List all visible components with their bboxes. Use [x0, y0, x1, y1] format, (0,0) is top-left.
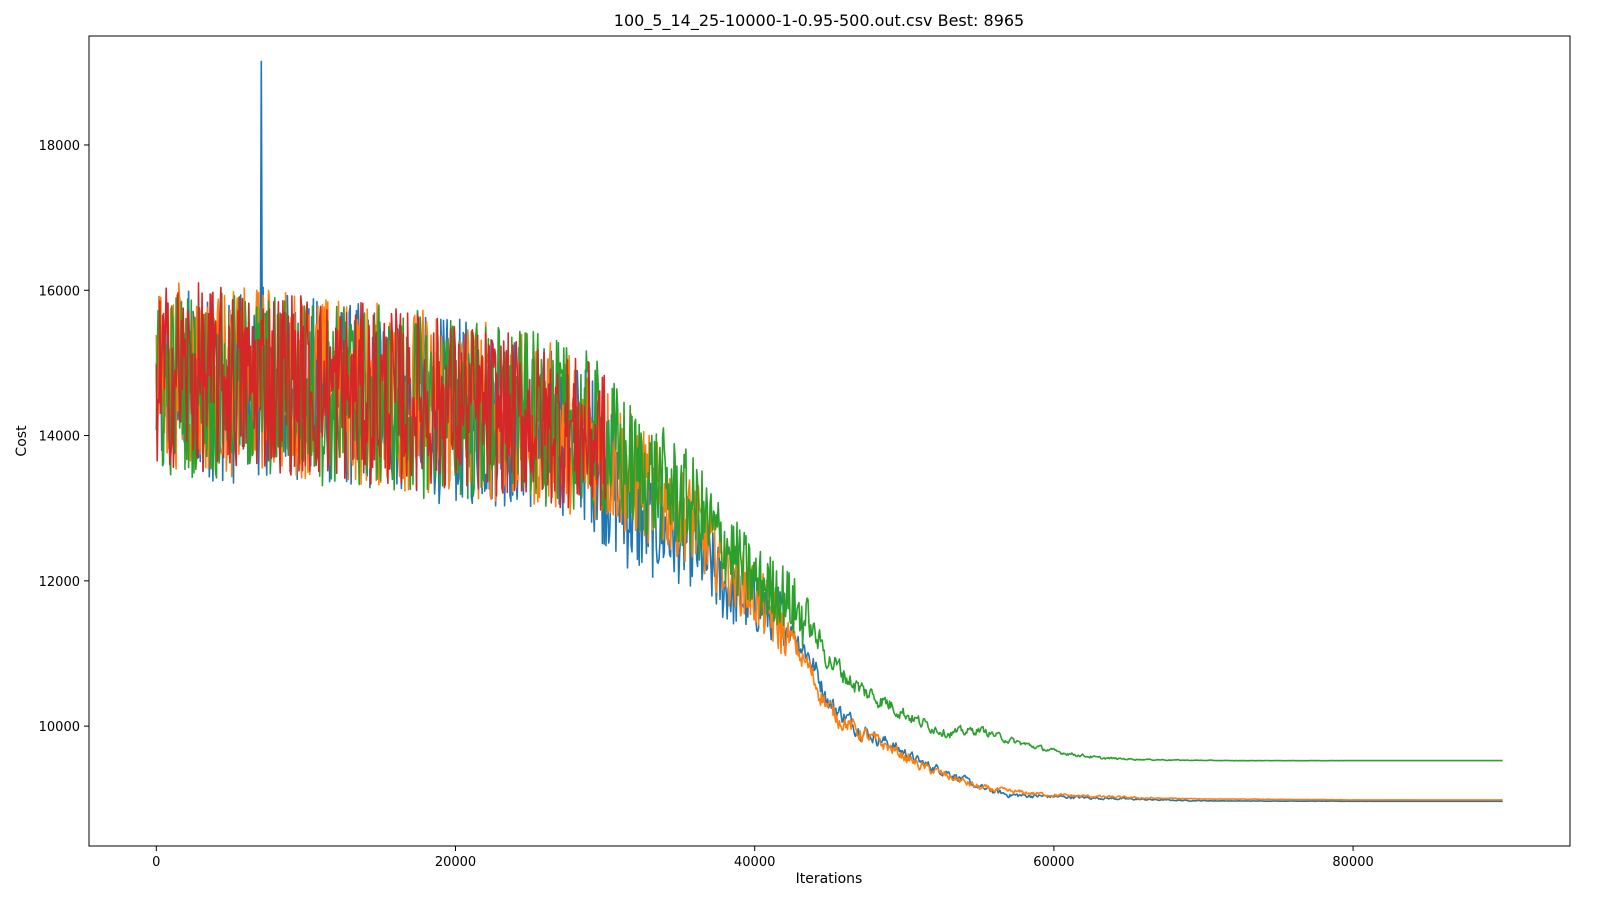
y-axis-ticks: 10000 12000 14000 16000 18000 — [39, 139, 89, 735]
series-line-3 — [155, 282, 606, 511]
x-tick-label: 20000 — [435, 855, 476, 870]
chart-title: 100_5_14_25-10000-1-0.95-500.out.csv Bes… — [614, 11, 1024, 31]
series-line-0 — [155, 60, 1503, 803]
x-tick-label: 40000 — [734, 855, 775, 870]
y-tick-label: 18000 — [39, 139, 80, 154]
plot-frame — [88, 35, 1571, 847]
y-tick-label: 14000 — [39, 430, 80, 445]
x-tick-label: 0 — [152, 855, 160, 870]
x-axis-label: Iterations — [796, 871, 863, 887]
series-line-1 — [155, 282, 1503, 801]
y-tick-label: 10000 — [39, 720, 80, 735]
y-tick-label: 16000 — [39, 284, 80, 299]
y-tick-label: 12000 — [39, 575, 80, 590]
series-layer — [155, 60, 1503, 803]
x-tick-label: 60000 — [1033, 855, 1074, 870]
series-line-2 — [155, 292, 1503, 762]
x-axis-ticks: 0 20000 40000 60000 80000 — [152, 846, 1374, 870]
x-tick-label: 80000 — [1332, 855, 1373, 870]
y-axis-label: Cost — [14, 425, 30, 457]
